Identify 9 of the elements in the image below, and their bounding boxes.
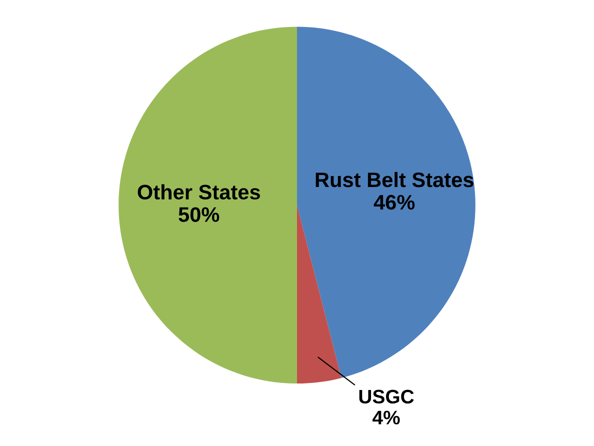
slice-label: USGC	[359, 390, 414, 404]
pie-slice	[118, 26, 297, 384]
slice-label: Rust Belt States	[316, 172, 474, 188]
data-label: 46%	[374, 194, 415, 210]
data-label: 50%	[178, 207, 220, 222]
pie-slice	[297, 26, 476, 378]
data-label: 4%	[372, 410, 400, 424]
slice-label: Other States	[138, 184, 260, 200]
pie-slice	[297, 205, 342, 384]
